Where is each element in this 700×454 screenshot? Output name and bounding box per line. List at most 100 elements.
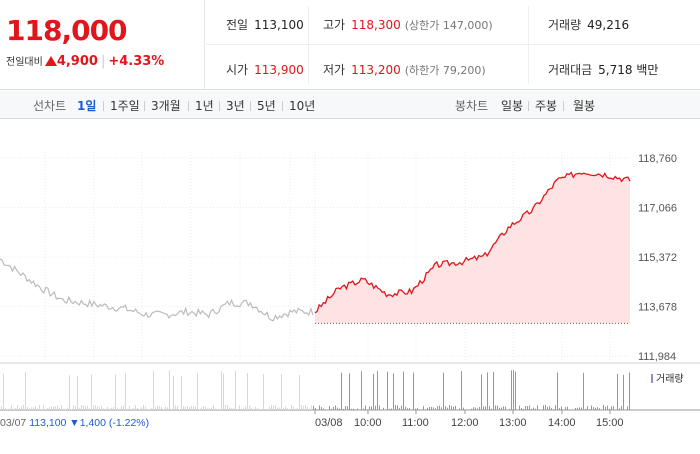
volume-bar [367, 409, 368, 410]
volume-bar [377, 371, 378, 410]
volume-bar [599, 408, 600, 410]
volume-bar [515, 372, 516, 410]
volume-bar [537, 405, 538, 410]
tab-3y[interactable]: 3년 [226, 97, 245, 114]
volume-bar [261, 409, 262, 410]
volume-bar [363, 409, 364, 410]
volume-bar [159, 406, 160, 410]
volume-bar [263, 374, 264, 410]
volume-bar [439, 406, 440, 410]
chart-tabs: 선차트 1일 1주일 3개월 1년 3년 5년 10년 봉차트 일봉 주봉 월봉 [0, 91, 700, 119]
volume-bar [153, 371, 154, 410]
volume-bar [87, 406, 88, 410]
x-tick-label: 15:00 [596, 417, 624, 429]
volume-bar [131, 409, 132, 410]
volume-bar [223, 373, 224, 410]
volume-bar [431, 407, 432, 410]
volume-bar [169, 370, 170, 410]
volume-bar [193, 406, 194, 410]
volume-bar [581, 407, 582, 410]
volume-bar [41, 409, 42, 410]
x-tick-label: 14:00 [548, 417, 576, 429]
volume-bar [251, 408, 252, 410]
volume-bar [453, 407, 454, 410]
volume-bar [289, 409, 290, 410]
volume-bar [565, 407, 566, 410]
volume-bar [247, 373, 248, 410]
volume-bar [155, 407, 156, 410]
volume-bar [467, 409, 468, 410]
volume-bar [351, 409, 352, 410]
volume-bar [51, 407, 52, 410]
volume-bar [605, 407, 606, 410]
volume-bar [25, 372, 26, 410]
volume-bar [295, 409, 296, 410]
volume-bar [235, 371, 236, 410]
volume-bar [61, 405, 62, 410]
volume-bar [115, 375, 116, 410]
volume-bar [281, 374, 282, 410]
volume-bar [547, 407, 548, 410]
volume-bar [183, 406, 184, 410]
volume-bar [501, 407, 502, 410]
candle-chart-label: 봉차트 [455, 97, 488, 114]
volume-bar [575, 408, 576, 410]
volume-bar [181, 376, 182, 410]
tab-weekly[interactable]: 주봉 [535, 97, 557, 114]
volume-bar [545, 405, 546, 410]
volume-bar [93, 405, 94, 410]
volume-bar [1, 406, 2, 410]
volume-bar [499, 408, 500, 410]
volume-bar [109, 409, 110, 410]
volume-bar [7, 409, 8, 410]
volume-bar [623, 375, 624, 410]
volume-bar [493, 372, 494, 410]
volume-bar [293, 407, 294, 410]
volume-bar [443, 373, 444, 410]
volume-bar [215, 408, 216, 410]
volume-bar [195, 407, 196, 410]
volume-bar [69, 375, 70, 410]
volume-bar [255, 407, 256, 410]
volume-bar [341, 373, 342, 410]
tab-daily[interactable]: 일봉 [501, 97, 523, 114]
volume-bar [291, 405, 292, 410]
divider: | [101, 54, 105, 69]
volume-bar [345, 406, 346, 410]
volume-bar [141, 407, 142, 410]
volume-bar [417, 408, 418, 410]
tab-5y[interactable]: 5년 [257, 97, 276, 114]
x-tick-label: 11:00 [402, 417, 429, 429]
volume-bar [325, 409, 326, 410]
change-label: 전일대비 [6, 57, 43, 68]
tab-1d[interactable]: 1일 [77, 97, 96, 114]
volume-bar [15, 408, 16, 410]
volume-bar [461, 371, 462, 410]
volume-bar [529, 405, 530, 410]
x-tick-label: 03/08 [315, 417, 343, 429]
volume-bar [133, 408, 134, 410]
volume-bar [603, 405, 604, 410]
volume-bar [495, 405, 496, 410]
tab-3m[interactable]: 3개월 [151, 97, 181, 114]
x-tick-label: 12:00 [451, 417, 479, 429]
tab-1y[interactable]: 1년 [195, 97, 214, 114]
volume-bar [353, 409, 354, 410]
volume-bar [229, 407, 230, 410]
volume-bar [505, 407, 506, 410]
tab-1w[interactable]: 1주일 [110, 97, 140, 114]
tab-monthly[interactable]: 월봉 [573, 97, 595, 114]
volume-bar [143, 405, 144, 410]
tab-10y[interactable]: 10년 [289, 97, 315, 114]
volume-bar [435, 408, 436, 410]
volume-bar [459, 409, 460, 410]
volume-bar [321, 407, 322, 410]
volume-bar [123, 406, 124, 410]
volume-bar [31, 407, 32, 410]
volume-bar [213, 406, 214, 410]
volume-bar [497, 406, 498, 410]
volume-bar [253, 409, 254, 410]
volume-bar [35, 406, 36, 410]
change-percent: +4.33% [108, 54, 164, 69]
